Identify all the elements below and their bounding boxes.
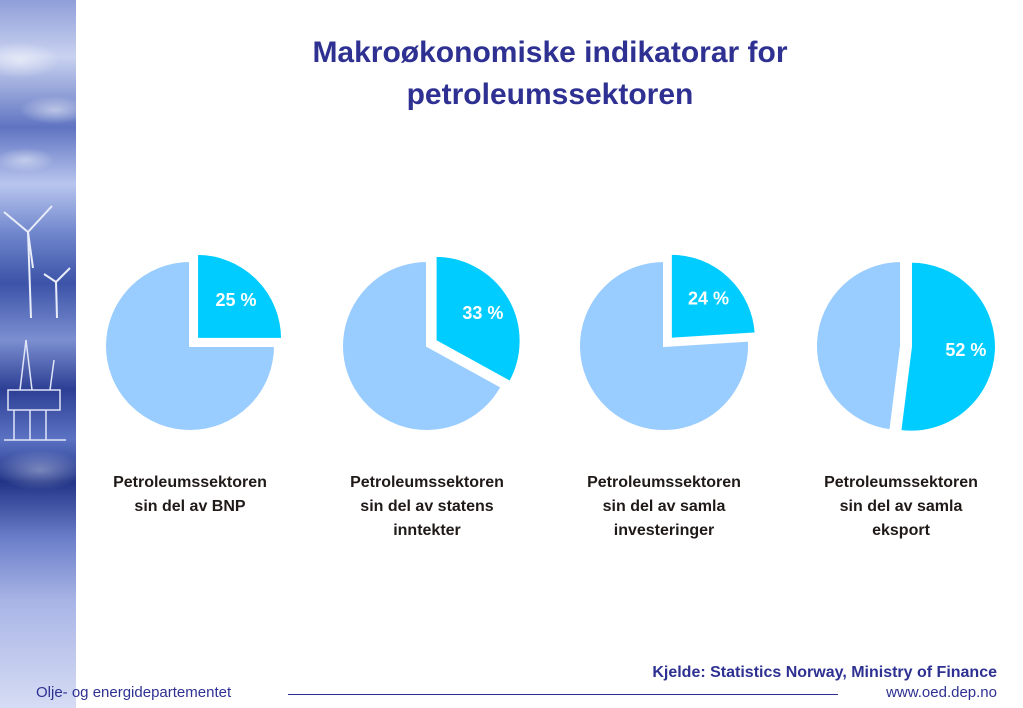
footer-organization: Olje- og energidepartementet xyxy=(36,684,232,701)
caption-line: Petroleumssektoren xyxy=(113,474,267,491)
source-note: Kjelde: Statistics Norway, Ministry of F… xyxy=(652,664,997,681)
pie-slice-rest xyxy=(578,259,750,432)
caption-bnp: Petroleumssektoren sin del av BNP xyxy=(95,471,285,519)
caption-line: sin del av samla xyxy=(839,498,963,515)
pie-slice-rest xyxy=(815,259,902,432)
caption-line: sin del av samla xyxy=(602,498,726,515)
pie-slice-label: 52 % xyxy=(945,340,986,360)
sidebar-illustration xyxy=(3,205,71,441)
footer-url[interactable]: www.oed.dep.no xyxy=(886,684,997,701)
pie-slice-highlight xyxy=(434,254,522,384)
offshore-platform-icon xyxy=(4,339,66,441)
pie-slice-label: 33 % xyxy=(462,303,503,323)
decorative-sidebar xyxy=(0,0,76,708)
cloud-haze xyxy=(0,0,76,708)
pie-chart-3: 24 % xyxy=(578,252,757,432)
caption-eksport: Petroleumssektoren sin del av samla eksp… xyxy=(806,471,996,543)
caption-line: investeringer xyxy=(613,522,715,539)
caption-line: Petroleumssektoren xyxy=(824,474,978,491)
pie-slice-label: 24 % xyxy=(688,289,729,309)
wind-turbine-icon xyxy=(3,205,71,319)
footer-divider xyxy=(288,694,838,695)
pie-slice-rest xyxy=(104,259,277,432)
pie-slice-highlight xyxy=(196,252,284,340)
page-title-line-2: petroleumssektoren xyxy=(406,78,694,111)
caption-line: sin del av BNP xyxy=(134,498,246,515)
caption-line: sin del av statens xyxy=(360,498,494,515)
page-title: Makroøkonomiske indikatorar for petroleu… xyxy=(180,32,920,116)
caption-line: inntekter xyxy=(393,522,461,539)
caption-line: eksport xyxy=(872,522,930,539)
pie-slice-label: 25 % xyxy=(215,290,256,310)
pie-chart-2: 33 % xyxy=(341,254,522,432)
pie-chart-4: 52 % xyxy=(815,259,997,433)
page-title-line-1: Makroøkonomiske indikatorar for xyxy=(312,36,788,69)
caption-line: Petroleumssektoren xyxy=(350,474,504,491)
pie-slice-highlight xyxy=(899,260,997,433)
caption-statens-inntekter: Petroleumssektoren sin del av statens in… xyxy=(332,471,522,543)
pie-chart-1: 25 % xyxy=(104,252,284,432)
pie-slice-highlight xyxy=(669,252,757,340)
caption-investeringer: Petroleumssektoren sin del av samla inve… xyxy=(569,471,759,543)
caption-line: Petroleumssektoren xyxy=(587,474,741,491)
pie-slice-rest xyxy=(341,259,503,432)
